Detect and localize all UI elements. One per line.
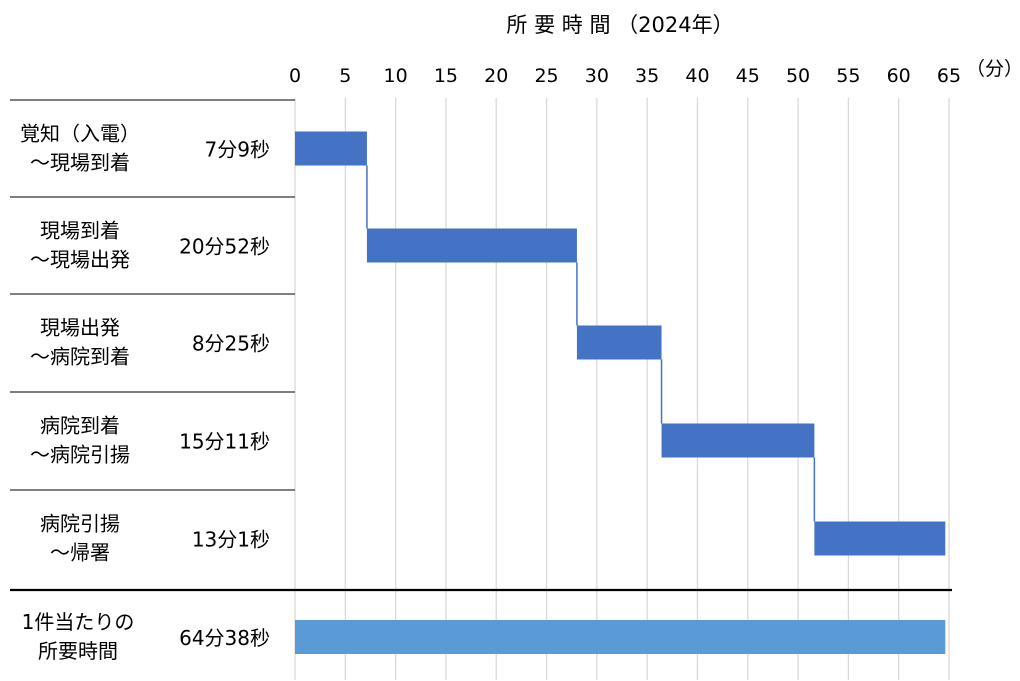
stage-label-line: ～現場出発 — [30, 248, 130, 272]
stage-label-line: 病院引揚 — [40, 512, 120, 536]
x-tick-label: 20 — [484, 65, 508, 87]
stage-duration-label: 8分25秒 — [192, 332, 270, 356]
stage-bar — [366, 228, 577, 263]
total-duration-label: 64分38秒 — [179, 626, 270, 650]
x-tick-label: 25 — [534, 65, 558, 87]
stage-duration-label: 7分9秒 — [205, 138, 270, 162]
total-label-line: 所要時間 — [38, 639, 118, 663]
stage-label-line: 覚知（入電） — [20, 122, 140, 146]
stage-label-line: 現場出発 — [40, 316, 120, 340]
x-tick-label: 30 — [585, 65, 609, 87]
total-label-line: 1件当たりの — [22, 610, 135, 634]
stage-duration-label: 20分52秒 — [179, 235, 270, 259]
x-tick-label: 10 — [384, 65, 408, 87]
x-tick-label: 0 — [289, 65, 301, 87]
x-tick-label: 65 — [937, 65, 961, 87]
stage-label-line: ～現場到着 — [30, 151, 130, 175]
stage-label-line: 現場到着 — [40, 219, 120, 243]
x-tick-label: 50 — [786, 65, 810, 87]
total-bar — [295, 620, 946, 654]
x-tick-label: 60 — [887, 65, 911, 87]
stage-duration-label: 13分1秒 — [192, 528, 270, 552]
x-unit-label: （分） — [966, 58, 1020, 80]
x-tick-label: 35 — [635, 65, 659, 87]
stage-bar — [814, 521, 946, 556]
stage-bar — [576, 325, 662, 360]
stage-bar — [295, 131, 367, 166]
stage-bar — [661, 423, 815, 458]
x-tick-label: 45 — [736, 65, 760, 87]
x-tick-label: 40 — [685, 65, 709, 87]
stage-duration-label: 15分11秒 — [179, 430, 270, 454]
x-tick-label: 5 — [339, 65, 351, 87]
stage-label-line: ～病院到着 — [30, 345, 130, 369]
stage-label-line: ～帰署 — [50, 541, 110, 565]
x-tick-label: 55 — [836, 65, 860, 87]
stage-label-line: ～病院引揚 — [30, 443, 130, 467]
chart-title: 所 要 時 間 （2024年） — [506, 13, 733, 37]
stage-label-line: 病院到着 — [40, 414, 120, 438]
x-tick-label: 15 — [434, 65, 458, 87]
